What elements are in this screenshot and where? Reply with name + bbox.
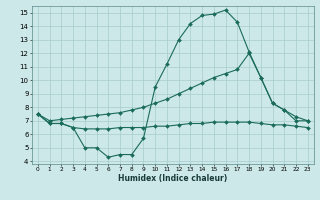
X-axis label: Humidex (Indice chaleur): Humidex (Indice chaleur)	[118, 174, 228, 183]
